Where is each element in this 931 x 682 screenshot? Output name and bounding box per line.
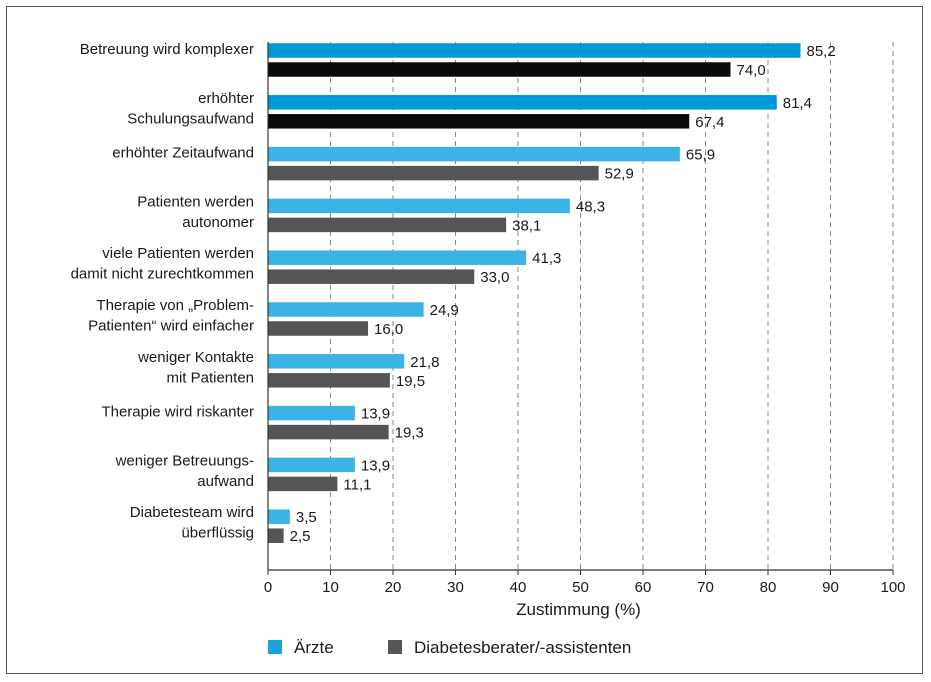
x-tick-label: 100 [880,579,905,596]
bar-aerzte [268,198,570,214]
bar-diabetesberater [268,321,368,336]
bar-diabetesberater [268,528,284,543]
x-axis-ticks: 0 10 20 30 40 50 60 70 80 90 100 [264,570,906,596]
legend-label: Diabetesberater/-assistenten [414,638,631,657]
x-tick-label: 40 [510,579,527,596]
bar-aerzte [268,354,405,369]
bar-aerzte [268,302,424,317]
value-label: 38,1 [512,217,541,234]
bar-diabetesberater [268,373,390,388]
bar-aerzte [268,405,355,421]
bar-diabetesberater [268,165,599,181]
category-label: Diabetesteam wird [130,504,254,521]
bar-aerzte [268,43,801,58]
category-label: Therapie wird riskanter [101,404,254,421]
bar-aerzte [268,95,777,110]
x-tick-label: 90 [822,579,839,596]
category-label: erhöhter Zeitaufwand [112,145,254,162]
bar-diabetesberater [268,114,690,129]
value-label: 81,4 [783,95,812,112]
category-label: Betreuung wird komplexer [80,41,254,58]
bar-diabetesberater [268,476,338,492]
category-label: Schulungsaufwand [127,110,254,127]
value-label: 24,9 [430,302,459,319]
category-label: aufwand [197,473,254,490]
category-label: weniger Betreuungs- [115,452,254,469]
value-label: 11,1 [343,476,371,493]
bar-aerzte [268,250,527,265]
bar-diabetesberater [268,424,389,440]
value-label: 85,2 [807,43,836,60]
value-label: 65,9 [686,147,715,164]
x-tick-label: 70 [697,579,714,596]
bar-aerzte [268,146,680,162]
x-tick-label: 30 [447,579,464,596]
category-label: viele Patienten werden [102,245,254,262]
legend-swatch [388,640,402,654]
value-label: 33,0 [480,269,509,286]
value-label: 74,0 [737,62,766,79]
category-label: überflüssig [181,525,254,542]
category-label: damit nicht zurechtkommen [71,266,254,283]
x-tick-label: 10 [322,579,339,596]
bar-diabetesberater [268,217,507,233]
value-label: 21,8 [410,354,439,371]
x-tick-label: 0 [264,579,272,596]
bar-aerzte [268,457,355,473]
value-label: 19,5 [396,373,425,390]
value-label: 16,0 [374,321,403,338]
bar-aerzte [268,509,290,524]
x-tick-label: 60 [635,579,652,596]
category-labels: Betreuung wird komplexer erhöhter Schulung… [71,41,254,542]
value-label: 3,5 [296,509,317,526]
category-label: weniger Kontakte [137,349,254,366]
category-label: Patienten werden [137,193,254,210]
value-labels: 85,2 74,0 81,4 67,4 65,9 52,948,3 38,1 41,3 33,0… [290,43,836,545]
category-label: Patienten“ wird einfacher [88,318,254,335]
value-label: 67,4 [695,114,724,131]
value-label: 13,9 [361,406,390,423]
value-label: 19,3 [395,425,424,442]
category-label: erhöhter [198,90,254,107]
value-label: 13,9 [361,457,390,474]
value-label: 48,3 [576,198,605,215]
category-label: autonomer [182,214,254,231]
x-tick-label: 50 [572,579,589,596]
bars [268,43,801,543]
legend: Ärzte Diabetesberater/-assistenten [268,638,631,657]
legend-label: Ärzte [294,638,334,657]
legend-swatch [268,640,282,654]
category-label: Therapie von „Problem- [96,297,254,314]
bar-diabetesberater [268,62,731,77]
bar-diabetesberater [268,269,475,284]
value-label: 41,3 [532,250,561,267]
value-label: 2,5 [290,528,311,545]
category-label: mit Patienten [166,369,254,386]
x-tick-label: 80 [760,579,777,596]
x-axis-title: Zustimmung (%) [516,600,641,619]
value-label: 52,9 [605,166,634,183]
x-tick-label: 20 [385,579,402,596]
